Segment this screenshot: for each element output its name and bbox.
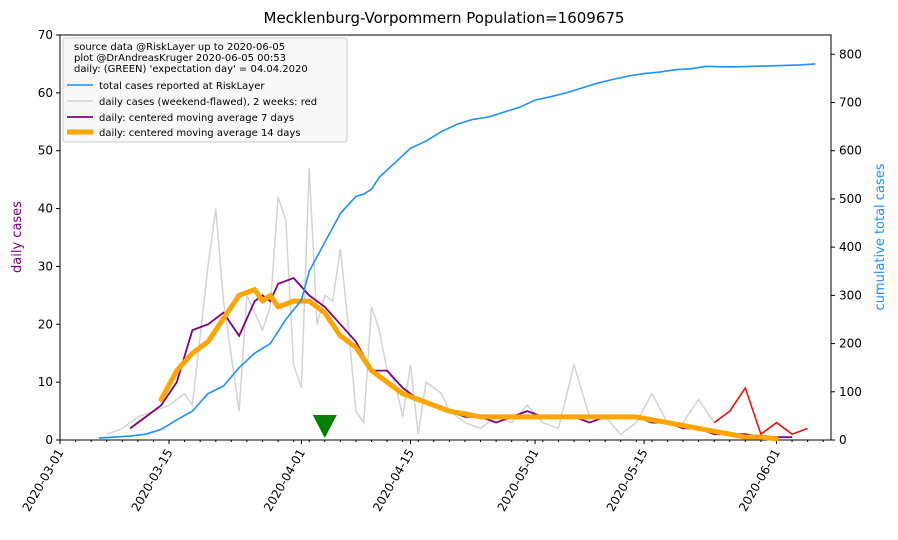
right-y-axis: 0 100 200 300 400 500 600 700 800 bbox=[831, 47, 862, 447]
legend-header-1: source data @RiskLayer up to 2020-06-05 bbox=[74, 42, 285, 53]
legend-label-ma14: daily: centered moving average 14 days bbox=[99, 128, 300, 139]
left-tick-label: 70 bbox=[38, 28, 53, 42]
right-tick-label: 700 bbox=[839, 96, 862, 110]
legend-label-ma7: daily: centered moving average 7 days bbox=[99, 113, 294, 124]
x-tick-label: 2020-04-15 bbox=[370, 447, 417, 514]
chart-title: Mecklenburg-Vorpommern Population=160967… bbox=[264, 9, 625, 27]
expectation-day-marker-group bbox=[312, 415, 337, 438]
legend-label-daily: daily cases (weekend-flawed), 2 weeks: r… bbox=[99, 97, 317, 108]
right-tick-label: 400 bbox=[839, 240, 862, 254]
left-tick-label: 60 bbox=[38, 86, 53, 100]
right-tick-label: 500 bbox=[839, 192, 862, 206]
legend: source data @RiskLayer up to 2020-06-05 … bbox=[62, 37, 348, 143]
right-tick-label: 800 bbox=[839, 47, 862, 61]
x-tick-label: 2020-06-01 bbox=[736, 447, 783, 514]
x-tick-label: 2020-04-01 bbox=[261, 447, 308, 514]
legend-header-3: daily: (GREEN) 'expectation day' = 04.04… bbox=[74, 64, 308, 75]
legend-label-total: total cases reported at RiskLayer bbox=[99, 81, 265, 92]
x-tick-label: 2020-05-01 bbox=[495, 447, 542, 514]
legend-box bbox=[62, 37, 348, 143]
y-axis-label-left: daily cases bbox=[10, 201, 25, 273]
left-y-axis: 0 10 20 30 40 50 60 70 bbox=[38, 28, 60, 447]
plot-area bbox=[59, 34, 832, 441]
series-daily-cases bbox=[106, 168, 715, 436]
right-tick-label: 200 bbox=[839, 337, 862, 351]
series-total-cases bbox=[98, 63, 816, 439]
y-axis-label-right: cumulative total cases bbox=[873, 163, 888, 310]
left-tick-label: 10 bbox=[38, 375, 53, 389]
left-tick-label: 50 bbox=[38, 144, 53, 158]
series-daily-cases-recent bbox=[713, 386, 808, 436]
left-tick-label: 0 bbox=[45, 433, 53, 447]
right-tick-label: 0 bbox=[839, 433, 847, 447]
x-tick-label: 2020-05-15 bbox=[604, 447, 651, 514]
left-tick-label: 20 bbox=[38, 317, 53, 331]
left-tick-label: 30 bbox=[38, 259, 53, 273]
x-axis: 2020-03-01 2020-03-15 2020-04-01 2020-04-15… bbox=[20, 440, 824, 514]
right-tick-label: 100 bbox=[839, 385, 862, 399]
right-tick-label: 600 bbox=[839, 144, 862, 158]
series-group bbox=[98, 63, 816, 442]
legend-header-2: plot @DrAndreasKruger 2020-06-05 00:53 bbox=[74, 53, 286, 64]
left-tick-label: 40 bbox=[38, 202, 53, 216]
x-tick-label: 2020-03-15 bbox=[129, 447, 176, 514]
x-tick-label: 2020-03-01 bbox=[20, 447, 67, 514]
right-tick-label: 300 bbox=[839, 288, 862, 302]
series-ma14 bbox=[158, 287, 779, 442]
expectation-day-marker bbox=[312, 415, 337, 438]
